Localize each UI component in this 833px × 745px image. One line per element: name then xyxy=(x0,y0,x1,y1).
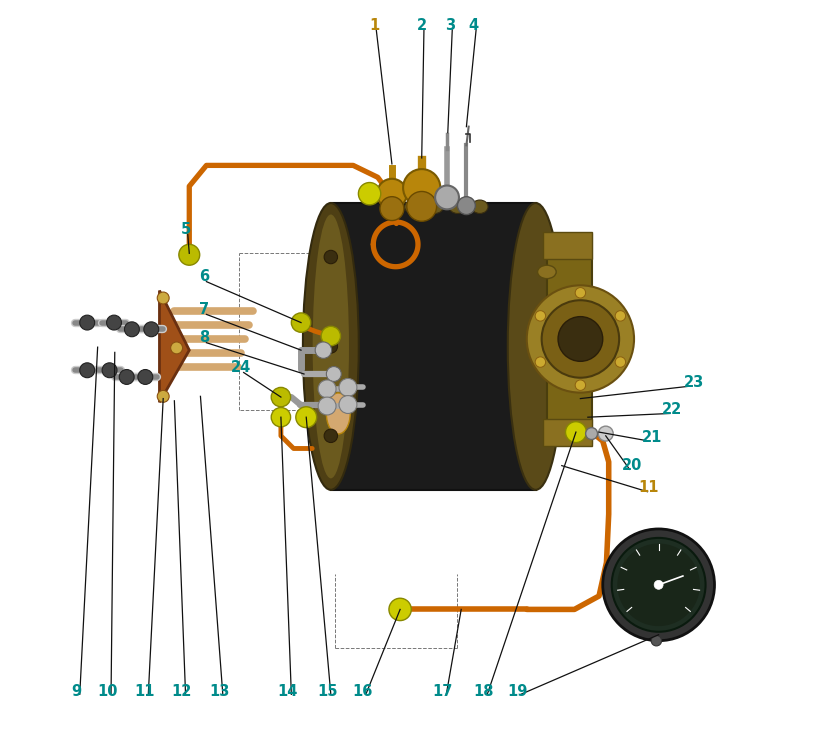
Circle shape xyxy=(80,315,95,330)
Circle shape xyxy=(403,169,441,206)
Text: 9: 9 xyxy=(71,684,81,699)
Circle shape xyxy=(318,397,336,415)
FancyBboxPatch shape xyxy=(543,232,591,259)
Circle shape xyxy=(272,387,291,407)
Text: 3: 3 xyxy=(445,18,455,33)
Circle shape xyxy=(339,396,357,413)
FancyBboxPatch shape xyxy=(543,419,591,446)
Circle shape xyxy=(322,326,341,346)
Circle shape xyxy=(558,317,603,361)
Circle shape xyxy=(171,342,182,354)
Text: 4: 4 xyxy=(469,18,479,33)
Ellipse shape xyxy=(471,200,488,214)
Ellipse shape xyxy=(382,200,399,214)
Circle shape xyxy=(377,179,407,209)
Circle shape xyxy=(575,380,586,390)
Text: 6: 6 xyxy=(199,269,209,284)
Circle shape xyxy=(339,378,357,396)
Circle shape xyxy=(617,544,700,626)
Circle shape xyxy=(318,380,336,398)
Text: 2: 2 xyxy=(416,18,426,33)
Circle shape xyxy=(157,390,169,402)
Circle shape xyxy=(535,311,546,321)
Text: 12: 12 xyxy=(172,684,192,699)
Text: 11: 11 xyxy=(639,480,659,495)
Ellipse shape xyxy=(449,200,466,214)
Circle shape xyxy=(611,538,706,632)
Text: 11: 11 xyxy=(134,684,155,699)
Text: 15: 15 xyxy=(317,684,337,699)
Text: 18: 18 xyxy=(473,684,494,699)
Circle shape xyxy=(407,191,436,221)
Ellipse shape xyxy=(427,200,443,214)
Circle shape xyxy=(80,363,95,378)
Text: 17: 17 xyxy=(432,684,453,699)
Text: 5: 5 xyxy=(181,222,191,237)
Circle shape xyxy=(526,285,634,393)
Polygon shape xyxy=(159,291,189,402)
Circle shape xyxy=(535,357,546,367)
FancyBboxPatch shape xyxy=(331,203,536,490)
Ellipse shape xyxy=(312,215,349,478)
Circle shape xyxy=(358,183,381,205)
Circle shape xyxy=(324,250,337,264)
Text: 10: 10 xyxy=(97,684,117,699)
Circle shape xyxy=(296,407,317,428)
Circle shape xyxy=(380,197,404,221)
Circle shape xyxy=(102,363,117,378)
Text: 16: 16 xyxy=(352,684,372,699)
Circle shape xyxy=(566,422,586,443)
Text: 21: 21 xyxy=(641,430,662,445)
Circle shape xyxy=(107,315,122,330)
Circle shape xyxy=(616,357,626,367)
Text: 20: 20 xyxy=(622,458,643,473)
Circle shape xyxy=(598,426,613,441)
Circle shape xyxy=(272,408,291,427)
Circle shape xyxy=(179,244,200,265)
Circle shape xyxy=(124,322,139,337)
Text: 14: 14 xyxy=(277,684,298,699)
Text: 23: 23 xyxy=(684,375,704,390)
Circle shape xyxy=(138,370,152,384)
Text: 13: 13 xyxy=(209,684,229,699)
Ellipse shape xyxy=(327,393,350,434)
Text: 22: 22 xyxy=(662,402,682,417)
Circle shape xyxy=(616,311,626,321)
Circle shape xyxy=(651,635,661,646)
Circle shape xyxy=(389,598,412,621)
Text: 8: 8 xyxy=(199,330,209,345)
Circle shape xyxy=(119,370,134,384)
Circle shape xyxy=(457,197,476,215)
Text: 24: 24 xyxy=(232,360,252,375)
Circle shape xyxy=(541,300,619,378)
Ellipse shape xyxy=(303,203,359,490)
Circle shape xyxy=(144,322,159,337)
FancyBboxPatch shape xyxy=(547,235,592,443)
Circle shape xyxy=(654,580,663,589)
Circle shape xyxy=(586,428,597,440)
Circle shape xyxy=(575,288,586,298)
Ellipse shape xyxy=(537,265,556,279)
Circle shape xyxy=(435,186,459,209)
Circle shape xyxy=(157,292,169,304)
Ellipse shape xyxy=(508,203,564,490)
Circle shape xyxy=(315,342,332,358)
Circle shape xyxy=(327,367,342,381)
Circle shape xyxy=(324,340,337,353)
Circle shape xyxy=(292,313,311,332)
Circle shape xyxy=(603,529,715,641)
Circle shape xyxy=(324,429,337,443)
Text: 7: 7 xyxy=(199,302,209,317)
Text: 1: 1 xyxy=(369,18,379,33)
Ellipse shape xyxy=(405,200,421,214)
Text: 19: 19 xyxy=(507,684,527,699)
